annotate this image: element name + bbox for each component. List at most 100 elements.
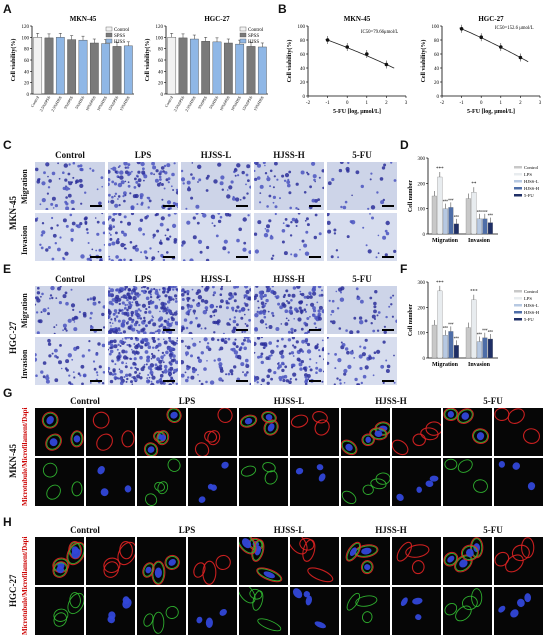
group-header: Control: [55, 150, 85, 160]
merged-channel: [137, 537, 186, 585]
micrograph: [35, 286, 105, 334]
legend-swatch: [239, 38, 247, 44]
legend-swatch: [514, 311, 522, 314]
bar: [33, 37, 43, 95]
legend-label: HJSS: [114, 40, 125, 45]
microtubule-channel: [494, 408, 543, 456]
y-tick-label: 0: [437, 95, 440, 100]
group-header: HJSS-H: [273, 274, 305, 284]
data-point: [518, 55, 523, 60]
legend-swatch: [514, 194, 522, 197]
row-label: Invasion: [20, 349, 29, 379]
bar: [487, 222, 493, 235]
data-point: [384, 62, 389, 67]
panel-letter-f: F: [400, 262, 408, 276]
group-header: 5-FU: [352, 150, 372, 160]
fit-curve: [459, 27, 529, 63]
bar: [55, 37, 65, 95]
legend-label: LPS: [524, 172, 532, 177]
significance-mark: ###: [448, 197, 453, 201]
group-header: HJSS-L: [273, 525, 305, 535]
panel-a-chart-mkn45: MKN-45 0 20 40 60 80 100 120 Cell viability(%) Co…: [10, 15, 134, 112]
cell-line-label: HGC-27: [8, 321, 18, 355]
legend-swatch: [514, 187, 522, 190]
bar: [437, 290, 443, 359]
micrograph: [35, 213, 105, 261]
y-tick-label: 0: [27, 93, 30, 98]
legend-swatch: [514, 318, 522, 321]
scale-bar: [309, 205, 321, 207]
microtubule-channel: [392, 537, 441, 585]
scale-bar: [163, 205, 175, 207]
x-tick-label: Migration: [432, 362, 459, 368]
micrograph: [254, 337, 324, 385]
group-header: HJSS-H: [273, 150, 305, 160]
microfilament-channel: [341, 458, 390, 506]
y-tick-label: 120: [156, 25, 164, 30]
dapi-channel: [188, 458, 237, 506]
panel-letter-a: A: [3, 2, 12, 16]
group-header: LPS: [178, 525, 196, 535]
legend-swatch: [514, 304, 522, 307]
scale-bar: [236, 205, 248, 207]
legend-swatch: [239, 26, 247, 32]
scale-bar: [309, 256, 321, 258]
y-tick-label: 20: [158, 82, 164, 87]
dapi-channel: [494, 587, 543, 635]
micrograph: [108, 337, 178, 385]
y-tick-label: 80: [300, 39, 306, 44]
scale-bar: [236, 329, 248, 331]
y-tick-label: 0: [423, 357, 426, 362]
micrograph: [327, 286, 397, 334]
merged-channel: [239, 537, 288, 585]
scale-bar: [382, 205, 394, 207]
merged-channel: [35, 537, 84, 585]
group-header: LPS: [178, 396, 196, 406]
bar: [257, 46, 267, 95]
y-tick-label: 80: [158, 48, 164, 53]
legend-swatch: [239, 32, 247, 38]
y-tick-label: 200: [418, 306, 426, 311]
dapi-channel: [290, 458, 339, 506]
x-tick-label: 0: [480, 101, 483, 106]
x-tick-label: 1: [366, 101, 369, 106]
scale-bar: [90, 380, 102, 382]
significance-mark: ###: [488, 329, 493, 333]
x-tick-label: 5%HJSS: [208, 95, 219, 110]
data-point: [499, 45, 503, 49]
ic50-label: IC50=79.66μmol/L: [361, 30, 398, 35]
microtubule-channel: [188, 537, 237, 585]
x-tick-label: Control: [164, 94, 175, 108]
chart-title: HGC-27: [478, 15, 504, 23]
micrograph: [254, 162, 324, 210]
bar: [167, 37, 177, 95]
group-header: LPS: [134, 274, 152, 284]
x-tick-label: 5%SPSS: [197, 95, 208, 110]
y-tick-label: 300: [418, 281, 426, 286]
group-header: HJSS-L: [273, 396, 305, 406]
fit-curve: [325, 38, 395, 69]
dapi-channel: [86, 458, 135, 506]
significance-mark: ###: [454, 335, 459, 339]
panel-letter-c: C: [3, 138, 12, 152]
legend-label: HJSS-L: [524, 179, 539, 184]
group-header: Control: [70, 396, 100, 406]
bar: [465, 198, 471, 235]
legend-label: Control: [248, 28, 264, 33]
row-label: Migration: [20, 293, 29, 328]
scale-bar: [309, 380, 321, 382]
y-tick-label: 20: [24, 82, 30, 87]
x-tick-label: Invasion: [468, 238, 491, 244]
group-header: 5-FU: [483, 525, 503, 535]
scale-bar: [163, 380, 175, 382]
microtubule-channel: [188, 408, 237, 456]
group-header: 5-FU: [483, 396, 503, 406]
x-tick-label: 2: [385, 101, 388, 106]
merged-channel: [341, 408, 390, 456]
significance-mark: ###: [454, 214, 459, 218]
x-tick-label: 2.5%HJSS: [184, 95, 197, 112]
significance-mark: ***: [436, 167, 444, 172]
y-tick-label: 100: [298, 25, 306, 30]
merged-channel: [239, 408, 288, 456]
